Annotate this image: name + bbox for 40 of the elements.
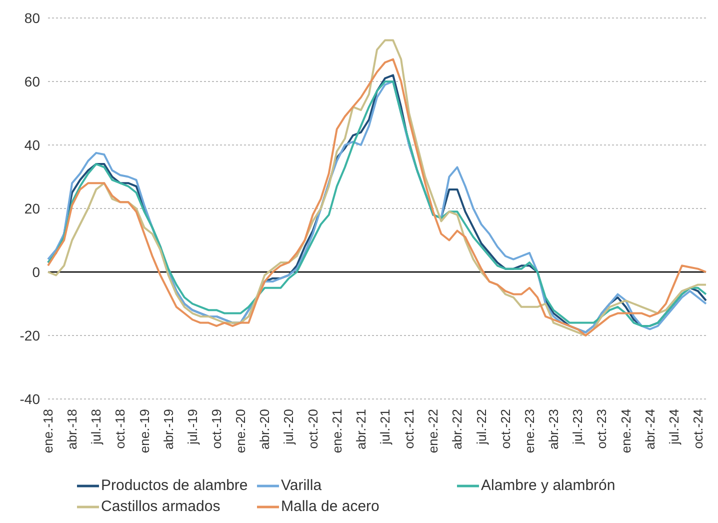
y-tick-label: 80 <box>24 10 40 26</box>
y-tick-label: -20 <box>20 327 40 344</box>
x-tick-label: jul.-24 <box>666 409 682 446</box>
legend-label: Castillos armados <box>101 498 220 515</box>
x-tick-label: abr.-19 <box>160 409 176 450</box>
x-tick-label: abr.-18 <box>64 409 80 450</box>
legend-label: Malla de acero <box>281 498 380 515</box>
x-tick-label: ene.-21 <box>329 409 344 454</box>
x-tick-label: ene.-24 <box>618 409 634 454</box>
y-tick-label: 40 <box>24 136 40 153</box>
legend-label: Alambre y alambrón <box>481 477 616 494</box>
legend-label: Productos de alambre <box>101 477 248 494</box>
x-tick-label: ene.-19 <box>136 409 152 454</box>
x-tick-label: ene.-23 <box>522 409 537 454</box>
x-tick-label: abr.-22 <box>450 409 465 450</box>
legend-label: Varilla <box>281 477 322 494</box>
x-tick-label: ene.-20 <box>233 409 248 454</box>
x-tick-label: abr.-24 <box>642 409 658 450</box>
x-tick-label: abr.-23 <box>546 409 562 450</box>
x-tick-label: oct.-22 <box>498 409 513 449</box>
y-tick-label: -40 <box>20 390 40 407</box>
y-tick-label: 20 <box>24 200 40 216</box>
y-tick-label: 60 <box>24 73 40 90</box>
x-tick-label: oct.-23 <box>594 409 610 449</box>
x-tick-label: jul.-19 <box>184 409 200 446</box>
x-tick-label: ene.-18 <box>40 409 56 454</box>
x-tick-label: ene.-22 <box>426 409 441 454</box>
x-tick-label: oct.-20 <box>305 409 320 449</box>
x-tick-label: jul.-22 <box>474 409 489 446</box>
x-tick-label: jul.-18 <box>88 409 104 446</box>
x-tick-label: abr.-21 <box>353 409 368 450</box>
x-tick-label: oct.-19 <box>209 409 224 449</box>
x-tick-label: jul.-23 <box>570 409 586 446</box>
y-tick-label: 0 <box>32 264 40 280</box>
x-tick-label: abr.-20 <box>257 409 272 450</box>
x-tick-label: oct.-24 <box>690 409 706 449</box>
x-tick-label: jul.-20 <box>281 409 296 446</box>
x-tick-label: oct.-18 <box>112 409 128 449</box>
x-tick-label: jul.-21 <box>378 409 393 446</box>
x-tick-label: oct.-21 <box>402 409 417 449</box>
